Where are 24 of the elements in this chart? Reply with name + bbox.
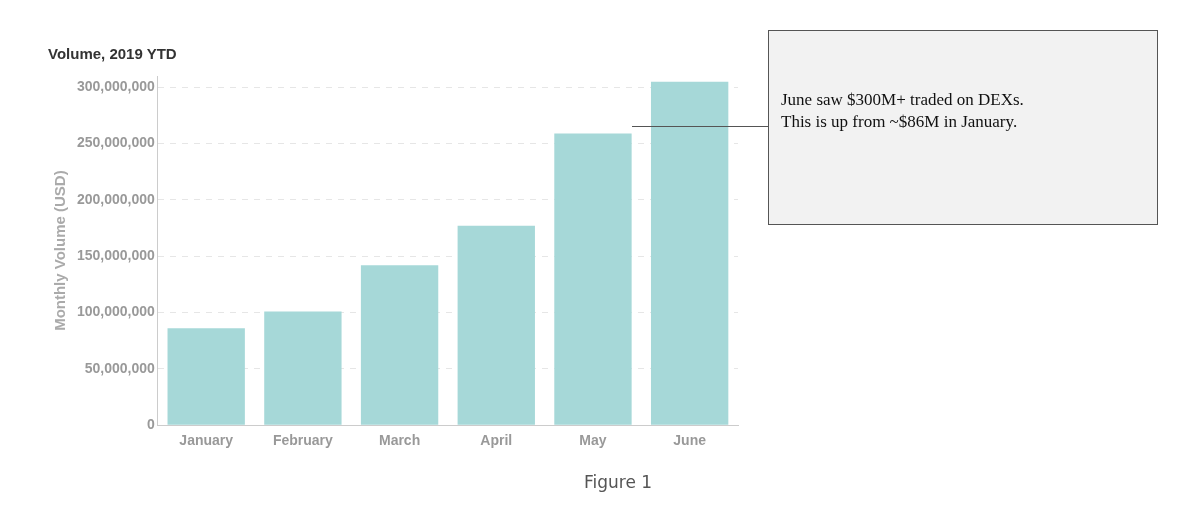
x-tick-label: June [673,432,707,449]
y-tick-label: 250,000,000 [77,134,156,151]
y-axis-title: Monthly Volume (USD) [51,170,69,331]
text: This is up from ~$86M in January. [781,111,1019,133]
y-tick-label: 150,000,000 [77,247,156,264]
x-tick-label: May [579,432,607,449]
y-tick-label: 300,000,000 [77,78,156,95]
bar [360,265,439,425]
x-tick-label: March [378,432,421,449]
bar [650,81,729,425]
bar [457,225,535,425]
y-tick-label: 0 [147,416,156,433]
bar [554,133,632,425]
y-tick-label: 100,000,000 [77,303,156,320]
caption: Figure 1 [582,472,654,492]
y-tick-label: 50,000,000 [84,359,156,376]
x-tick-label: January [179,432,234,449]
chart-title: Volume, 2019 YTD [48,45,177,63]
bar [167,328,245,425]
text: June saw $300M+ traded on DEXs. [781,89,1025,111]
x-tick-label: April [480,432,513,449]
y-tick-label: 200,000,000 [77,190,156,207]
bar [264,311,342,425]
x-tick-label: February [272,432,334,449]
